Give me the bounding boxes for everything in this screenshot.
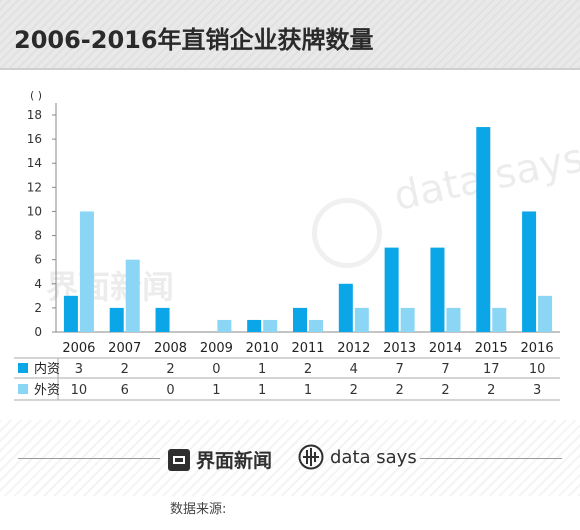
x-category-label: 2008 xyxy=(154,341,187,356)
table-cell-value: 7 xyxy=(441,362,449,377)
bar-domestic xyxy=(430,247,445,332)
table-cell-value: 10 xyxy=(71,383,88,398)
bar-domestic xyxy=(384,247,399,332)
legend-swatch-foreign xyxy=(18,384,28,394)
table-cell-value: 4 xyxy=(350,362,358,377)
table-cell-value: 2 xyxy=(350,383,358,398)
table-cell-value: 3 xyxy=(75,362,83,377)
x-category-label: 2012 xyxy=(337,341,370,356)
bar-foreign xyxy=(538,295,553,332)
x-category-label: 2015 xyxy=(475,341,508,356)
x-category-label: 2010 xyxy=(246,341,279,356)
chart-title: 2006-2016年直销企业获牌数量 xyxy=(14,26,374,54)
table-cell-value: 3 xyxy=(533,383,541,398)
source-label: 数据来源: xyxy=(170,502,227,517)
brand-datasays: data says xyxy=(298,444,417,470)
table-cell-value: 1 xyxy=(258,383,266,398)
y-tick-label: 14 xyxy=(27,156,42,170)
y-tick-label: 18 xyxy=(27,108,42,122)
y-tick-label: 8 xyxy=(34,229,42,243)
table-cell-value: 0 xyxy=(212,362,220,377)
table-cell-value: 0 xyxy=(166,383,174,398)
table-cell-value: 1 xyxy=(304,383,312,398)
x-category-label: 2013 xyxy=(383,341,416,356)
table-cell-value: 17 xyxy=(483,362,500,377)
table-cell-value: 2 xyxy=(441,383,449,398)
bar-foreign xyxy=(492,307,507,332)
bar-foreign xyxy=(309,319,323,332)
bar-domestic xyxy=(109,307,124,332)
x-category-label: 2006 xyxy=(62,341,95,356)
jiemian-logo-icon xyxy=(168,448,190,471)
table-cell-value: 2 xyxy=(395,383,403,398)
bar-foreign xyxy=(446,307,461,332)
table-cell-value: 1 xyxy=(212,383,220,398)
table-cell-value: 7 xyxy=(395,362,403,377)
bar-domestic xyxy=(155,307,170,332)
x-category-label: 2009 xyxy=(200,341,233,356)
title-divider xyxy=(0,68,580,70)
x-category-label: 2016 xyxy=(521,341,554,356)
watermark-logo-icon xyxy=(312,198,382,268)
brand-jiemian-label: 界面新闻 xyxy=(196,450,273,472)
bar-domestic xyxy=(476,127,491,332)
legend-label-foreign: 外资 xyxy=(34,383,60,398)
datasays-logo-icon xyxy=(298,444,324,470)
bar-domestic xyxy=(522,211,537,332)
bar-foreign xyxy=(217,319,232,332)
y-tick-label: 10 xyxy=(27,204,42,218)
y-tick-label: 2 xyxy=(34,301,42,315)
table-cell-value: 1 xyxy=(258,362,266,377)
y-axis-unit-label: ( ) xyxy=(30,89,42,102)
footer-rule-right xyxy=(420,458,562,459)
legend-label-domestic: 内资 xyxy=(34,361,60,377)
x-category-label: 2007 xyxy=(108,341,141,356)
bar-foreign xyxy=(354,307,369,332)
y-tick-label: 6 xyxy=(34,253,42,267)
y-tick-label: 16 xyxy=(27,132,42,146)
bar-domestic xyxy=(63,295,78,332)
table-cell-value: 2 xyxy=(121,362,129,377)
legend-swatch-domestic xyxy=(18,363,28,373)
table-cell-value: 10 xyxy=(529,362,546,377)
bar-domestic xyxy=(247,319,262,332)
x-category-label: 2014 xyxy=(429,341,462,356)
table-cell-value: 2 xyxy=(166,362,174,377)
table-cell-value: 6 xyxy=(121,383,129,398)
bar-foreign xyxy=(79,211,94,332)
bar-foreign xyxy=(125,259,140,332)
x-category-label: 2011 xyxy=(291,341,324,356)
y-tick-label: 4 xyxy=(34,277,42,291)
brand-jiemian: 界面新闻 xyxy=(168,446,272,473)
bar-foreign xyxy=(400,307,415,332)
brand-datasays-label: data says xyxy=(330,446,417,468)
footer-rule-left xyxy=(18,458,160,459)
bar-domestic xyxy=(338,283,353,332)
bar-foreign xyxy=(263,319,278,332)
bar-domestic xyxy=(293,307,307,332)
y-tick-label: 0 xyxy=(34,325,42,339)
table-cell-value: 2 xyxy=(487,383,495,398)
title-band xyxy=(0,0,580,68)
y-tick-label: 12 xyxy=(27,180,42,194)
table-cell-value: 2 xyxy=(304,362,312,377)
